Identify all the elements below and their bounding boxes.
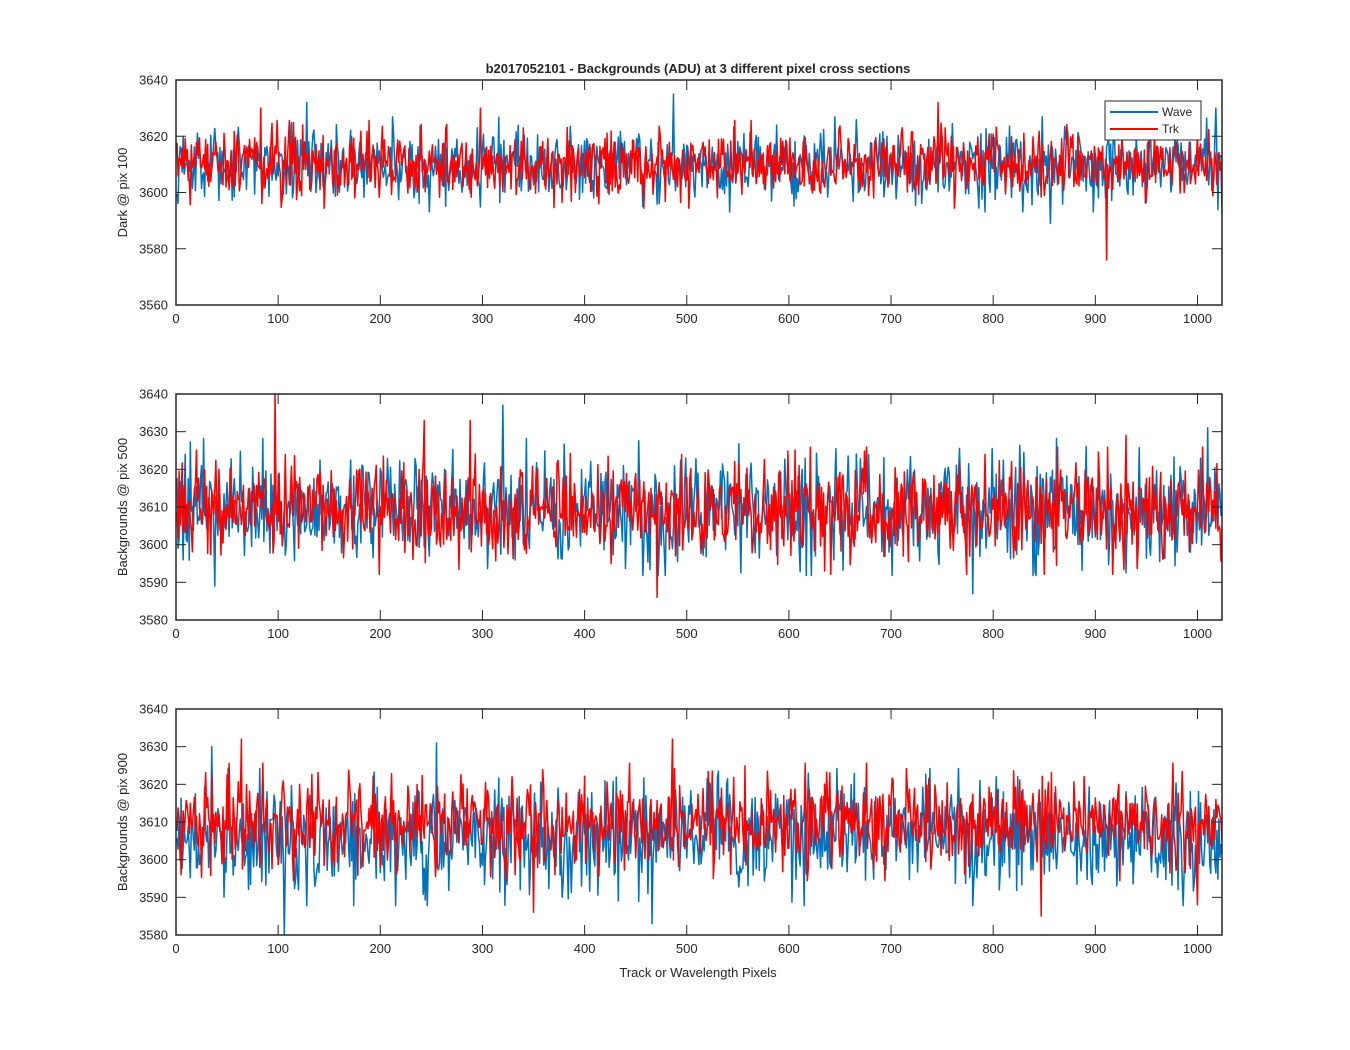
x-tick-label: 400 <box>574 626 596 641</box>
x-tick-label: 700 <box>880 626 902 641</box>
series-group <box>176 394 1222 599</box>
x-tick-label: 200 <box>369 941 391 956</box>
figure-title: b2017052101 - Backgrounds (ADU) at 3 dif… <box>486 61 911 76</box>
panel-3: 0 100 200 300 400 500 600 700 800 900 1000 3580 3590… <box>115 702 1223 956</box>
y-tick-label: 3610 <box>139 815 168 830</box>
y-tick-label: 3590 <box>139 890 168 905</box>
legend-wave-label: Wave <box>1162 105 1193 119</box>
x-tick-label: 500 <box>676 626 698 641</box>
x-tick-label: 900 <box>1084 311 1106 326</box>
x-tick-label: 200 <box>369 311 391 326</box>
x-axis-label: Track or Wavelength Pixels <box>619 965 777 980</box>
x-tick-label: 1000 <box>1183 941 1212 956</box>
y-axis-label: Dark @ pix 100 <box>115 148 130 238</box>
y-tick-label: 3640 <box>139 73 168 88</box>
x-tick-label: 900 <box>1084 626 1106 641</box>
x-tick-label: 100 <box>267 311 289 326</box>
x-tick-label: 300 <box>472 311 494 326</box>
y-tick-label: 3600 <box>139 185 168 200</box>
panels: 0 100 200 300 400 500 600 700 800 900 100035603580… <box>115 73 1223 956</box>
x-tick-label: 400 <box>574 941 596 956</box>
legend-trk-label: Trk <box>1162 122 1180 136</box>
x-tick-label: 500 <box>676 311 698 326</box>
x-tick-label: 700 <box>880 941 902 956</box>
legend-box <box>1104 100 1202 141</box>
x-tick-label: 0 <box>172 626 179 641</box>
x-tick-label: 600 <box>778 626 800 641</box>
y-tick-label: 3600 <box>139 852 168 867</box>
series-line-trk <box>176 394 1222 599</box>
x-tick-label: 1000 <box>1183 311 1212 326</box>
series-group <box>176 93 1222 261</box>
x-tick-label: 0 <box>172 941 179 956</box>
y-tick-label: 3630 <box>139 424 168 439</box>
y-tick-label: 3630 <box>139 739 168 754</box>
x-tick-label: 600 <box>778 311 800 326</box>
x-tick-label: 800 <box>982 941 1004 956</box>
y-tick-label: 3590 <box>139 575 168 590</box>
y-tick-label: 3640 <box>139 702 168 717</box>
y-tick-label: 3620 <box>139 462 168 477</box>
y-tick-label: 3600 <box>139 537 168 552</box>
series-line-trk <box>176 738 1222 917</box>
x-tick-label: 800 <box>982 626 1004 641</box>
x-tick-label: 300 <box>472 941 494 956</box>
y-tick-label: 3580 <box>139 928 168 943</box>
x-tick-label: 0 <box>172 311 179 326</box>
x-tick-label: 700 <box>880 311 902 326</box>
y-axis-label: Backgrounds @ pix 500 <box>115 438 130 576</box>
x-tick-label: 900 <box>1084 941 1106 956</box>
x-tick-label: 1000 <box>1183 626 1212 641</box>
x-tick-label: 400 <box>574 311 596 326</box>
series-group <box>176 738 1222 935</box>
y-tick-label: 3560 <box>139 298 168 313</box>
x-tick-label: 100 <box>267 626 289 641</box>
y-tick-label: 3640 <box>139 387 168 402</box>
y-axis-label: Backgrounds @ pix 900 <box>115 753 130 891</box>
x-tick-label: 600 <box>778 941 800 956</box>
x-tick-label: 500 <box>676 941 698 956</box>
plot-area <box>176 80 1222 305</box>
x-tick-label: 300 <box>472 626 494 641</box>
panel-1: 0 100 200 300 400 500 600 700 800 900 1000 3560 3580… <box>115 73 1223 326</box>
x-tick-label: 200 <box>369 626 391 641</box>
panel-2: 0 100 200 300 400 500 600 700 800 900 1000 3580 3590… <box>115 387 1223 641</box>
legend: Wave Trk <box>1104 100 1202 141</box>
y-tick-label: 3580 <box>139 613 168 628</box>
y-tick-label: 3580 <box>139 241 168 256</box>
series-line-trk <box>176 101 1222 261</box>
y-tick-label: 3620 <box>139 777 168 792</box>
y-tick-label: 3620 <box>139 129 168 144</box>
x-tick-label: 100 <box>267 941 289 956</box>
x-tick-label: 800 <box>982 311 1004 326</box>
y-tick-label: 3610 <box>139 500 168 515</box>
